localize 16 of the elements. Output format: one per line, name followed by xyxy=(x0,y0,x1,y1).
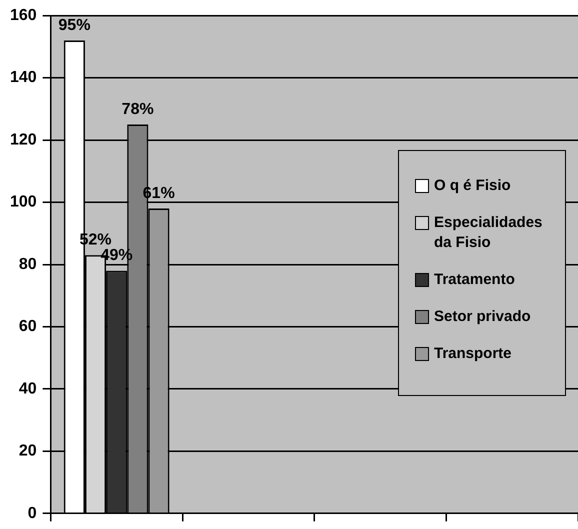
annotation: 95% xyxy=(58,16,90,34)
annotation: 78% xyxy=(122,100,154,118)
y-tick-label: 80 xyxy=(18,256,37,273)
legend-label: O q é Fisio xyxy=(434,176,511,196)
legend-label: Tratamento xyxy=(434,270,515,290)
legend-label: Especialidades da Fisio xyxy=(434,213,544,253)
legend-label: Transporte xyxy=(434,344,512,364)
y-tick-label: 0 xyxy=(28,504,37,522)
y-tick-label: 160 xyxy=(10,7,37,24)
y-tick-label: 60 xyxy=(18,318,37,336)
y-tick-label: 140 xyxy=(10,69,37,86)
y-tick-label: 20 xyxy=(18,442,37,460)
y-tick-label: 40 xyxy=(18,380,37,398)
y-tick-label: 120 xyxy=(10,131,37,148)
legend-label: Setor privado xyxy=(434,307,531,327)
y-tick-label: 100 xyxy=(10,194,37,211)
